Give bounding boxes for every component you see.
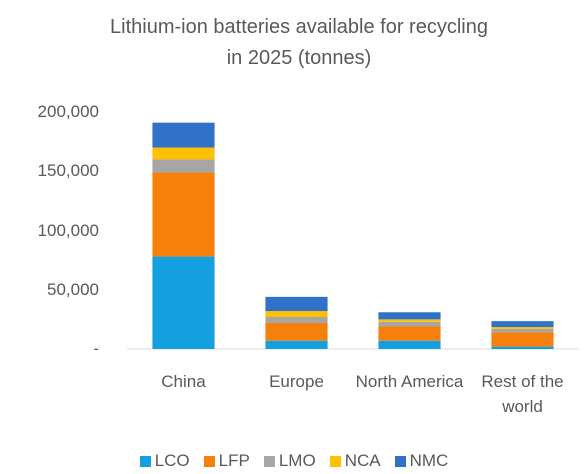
- bar-segment: [152, 159, 215, 173]
- bar-segment: [378, 312, 441, 320]
- legend-item: LFP: [203, 451, 250, 471]
- legend-item: NMC: [394, 451, 449, 471]
- legend-swatch: [329, 455, 341, 467]
- y-tick-label: -: [93, 339, 99, 358]
- bar-segment: [378, 321, 441, 327]
- x-tick-label: China: [161, 372, 206, 391]
- x-tick-label: Rest of the world: [481, 372, 564, 416]
- y-tick-label: 50,000: [47, 279, 99, 299]
- legend-swatch: [139, 455, 151, 467]
- legend-swatch: [394, 455, 406, 467]
- legend-item: LMO: [263, 451, 316, 471]
- y-tick-label: 150,000: [37, 161, 99, 181]
- bar-segment: [152, 147, 215, 160]
- bar-segment: [491, 332, 554, 347]
- legend-swatch: [263, 455, 275, 467]
- legend-label: LMO: [278, 451, 316, 470]
- legend-label: NMC: [409, 451, 449, 470]
- bar-segment: [265, 317, 328, 323]
- legend-swatch: [203, 455, 215, 467]
- bar-segment: [491, 346, 554, 349]
- legend: LCO LFP LMO NCA NMC: [0, 451, 588, 472]
- x-tick-label: Europe: [269, 372, 324, 391]
- bar-segment: [265, 322, 328, 341]
- bar-segment: [152, 172, 215, 257]
- bar-segment: [378, 326, 441, 341]
- bar-segment: [265, 340, 328, 349]
- legend-item: LCO: [139, 451, 190, 471]
- bar-segment: [152, 122, 215, 148]
- y-tick-label: 100,000: [37, 220, 99, 240]
- x-tick-label: North America: [355, 372, 464, 391]
- bar-segment: [378, 340, 441, 349]
- bar-segment: [265, 311, 328, 318]
- legend-item: NCA: [329, 451, 381, 471]
- bar-segment: [152, 256, 215, 349]
- legend-label: LCO: [154, 451, 190, 470]
- bar-segment: [491, 327, 554, 329]
- bar-segment: [491, 321, 554, 328]
- bar-segment: [378, 319, 441, 322]
- bar-segment: [491, 328, 554, 333]
- legend-label: LFP: [218, 451, 250, 470]
- bar-segment: [265, 296, 328, 312]
- chart-title: Lithium-ion batteries available for recy…: [110, 16, 488, 69]
- legend-label: NCA: [344, 451, 381, 470]
- y-tick-label: 200,000: [37, 102, 99, 121]
